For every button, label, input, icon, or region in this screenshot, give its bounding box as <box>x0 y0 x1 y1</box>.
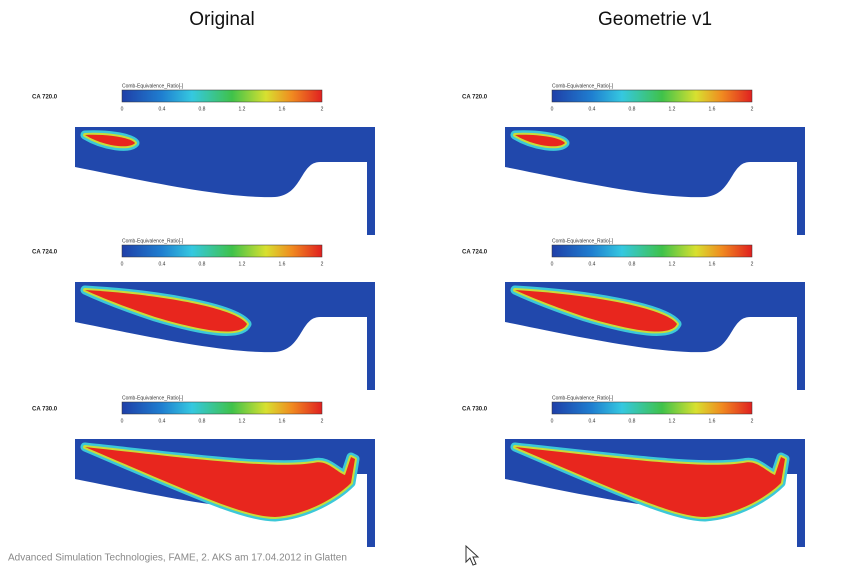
colorbar <box>552 402 752 414</box>
colorbar <box>552 90 752 102</box>
colorbar <box>122 90 322 102</box>
colorbar-tick-label: 0.8 <box>629 106 636 112</box>
colorbar-tick-label: 1.6 <box>279 418 286 424</box>
colorbar-tick-label: 1.6 <box>279 261 286 267</box>
colorbar-tick-label: 0.4 <box>589 106 596 112</box>
colorbar-tick-label: 1.6 <box>279 106 286 112</box>
colorbar-tick-label: 0.8 <box>199 418 206 424</box>
time-label: CA 724.0 <box>462 250 488 256</box>
colorbar-tick-label: 0 <box>121 261 124 267</box>
colorbar-tick-label: 1.6 <box>709 106 716 112</box>
colorbar-tick-label: 1.2 <box>239 418 246 424</box>
colorbar-tick-label: 1.6 <box>709 418 716 424</box>
colorbar <box>122 245 322 257</box>
time-label: CA 730.0 <box>462 407 488 413</box>
colorbar-tick-label: 0.4 <box>589 418 596 424</box>
time-label: CA 730.0 <box>32 407 58 413</box>
colorbar-title: Comb-Equivalence_Ratio[-] <box>552 238 614 244</box>
colorbar-title: Comb-Equivalence_Ratio[-] <box>552 395 614 401</box>
colorbar-title: Comb-Equivalence_Ratio[-] <box>122 238 184 244</box>
colorbar-tick-label: 1.2 <box>239 106 246 112</box>
colorbar-tick-label: 0.4 <box>159 106 166 112</box>
column-title: Geometrie v1 <box>598 9 712 30</box>
colorbar-tick-label: 0.4 <box>159 418 166 424</box>
colorbar-title: Comb-Equivalence_Ratio[-] <box>552 83 614 89</box>
colorbar-tick-label: 2 <box>751 261 754 267</box>
colorbar-tick-label: 0 <box>121 418 124 424</box>
colorbar <box>122 402 322 414</box>
colorbar-tick-label: 2 <box>751 418 754 424</box>
colorbar-tick-label: 1.2 <box>669 418 676 424</box>
colorbar-tick-label: 0.8 <box>629 418 636 424</box>
colorbar-tick-label: 1.2 <box>669 261 676 267</box>
colorbar-tick-label: 0 <box>121 106 124 112</box>
colorbar-tick-label: 2 <box>321 261 324 267</box>
slide: Original Geometrie v1 Advanced Simulatio… <box>0 0 852 569</box>
time-label: CA 720.0 <box>32 95 58 101</box>
colorbar-tick-label: 0 <box>551 418 554 424</box>
colorbar-tick-label: 2 <box>751 106 754 112</box>
colorbar <box>552 245 752 257</box>
colorbar-title: Comb-Equivalence_Ratio[-] <box>122 83 184 89</box>
colorbar-tick-label: 1.2 <box>669 106 676 112</box>
colorbar-tick-label: 0.8 <box>199 106 206 112</box>
colorbar-tick-label: 1.2 <box>239 261 246 267</box>
time-label: CA 724.0 <box>32 250 58 256</box>
colorbar-tick-label: 0.4 <box>159 261 166 267</box>
colorbar-tick-label: 0 <box>551 106 554 112</box>
time-label: CA 720.0 <box>462 95 488 101</box>
colorbar-tick-label: 1.6 <box>709 261 716 267</box>
colorbar-tick-label: 0.8 <box>629 261 636 267</box>
column-title: Original <box>189 9 254 30</box>
colorbar-tick-label: 0 <box>551 261 554 267</box>
colorbar-tick-label: 2 <box>321 106 324 112</box>
colorbar-tick-label: 2 <box>321 418 324 424</box>
colorbar-tick-label: 0.8 <box>199 261 206 267</box>
footer: Advanced Simulation Technologies, FAME, … <box>8 553 347 564</box>
colorbar-title: Comb-Equivalence_Ratio[-] <box>122 395 184 401</box>
colorbar-tick-label: 0.4 <box>589 261 596 267</box>
